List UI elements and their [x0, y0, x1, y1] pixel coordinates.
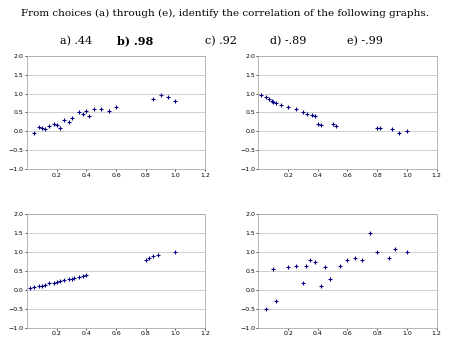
Point — [41, 282, 49, 288]
Point — [332, 123, 339, 128]
Point — [56, 278, 63, 284]
Point — [154, 252, 161, 258]
Point — [38, 283, 45, 288]
Point — [307, 257, 314, 263]
Point — [83, 108, 90, 113]
Point — [53, 122, 60, 127]
Point — [262, 306, 270, 312]
Point — [268, 98, 275, 104]
Point — [299, 110, 306, 115]
Point — [71, 275, 78, 281]
Point — [359, 257, 366, 263]
Point — [388, 127, 396, 132]
Text: a) .44: a) .44 — [60, 35, 93, 46]
Point — [38, 125, 45, 130]
Point — [31, 130, 38, 136]
Point — [65, 277, 72, 282]
Point — [270, 267, 277, 272]
Point — [329, 121, 336, 126]
Point — [68, 115, 75, 121]
Point — [35, 124, 42, 129]
Point — [56, 125, 63, 130]
Point — [403, 249, 410, 255]
Text: c) .92: c) .92 — [205, 35, 236, 46]
Point — [314, 121, 321, 126]
Point — [41, 127, 49, 132]
Point — [344, 257, 351, 263]
Point — [265, 97, 272, 102]
Point — [86, 114, 93, 119]
Point — [60, 117, 68, 123]
Point — [284, 265, 292, 270]
Point — [262, 95, 270, 100]
Text: e) -.99: e) -.99 — [346, 35, 382, 46]
Point — [377, 125, 384, 130]
Text: b) .98: b) .98 — [117, 35, 153, 47]
Point — [317, 284, 324, 289]
Point — [292, 106, 299, 112]
Point — [308, 113, 315, 118]
Point — [351, 255, 359, 261]
Point — [90, 106, 97, 112]
Point — [385, 255, 392, 261]
Point — [145, 255, 152, 261]
Point — [80, 273, 87, 279]
Point — [304, 112, 311, 117]
Point — [50, 280, 57, 285]
Point — [311, 259, 319, 264]
Point — [258, 93, 265, 98]
Point — [172, 98, 179, 104]
Point — [45, 123, 53, 128]
Point — [277, 102, 284, 107]
Point — [60, 277, 68, 283]
Point — [83, 272, 90, 277]
Point — [35, 284, 42, 289]
Point — [322, 265, 329, 270]
Point — [392, 246, 399, 251]
Point — [326, 276, 333, 282]
Point — [157, 93, 164, 98]
Point — [98, 106, 105, 112]
Point — [105, 108, 112, 113]
Point — [292, 263, 299, 268]
Point — [75, 274, 82, 280]
Point — [273, 100, 280, 106]
Point — [172, 249, 179, 254]
Point — [366, 231, 373, 236]
Point — [311, 114, 319, 119]
Point — [403, 128, 410, 133]
Point — [142, 257, 149, 263]
Point — [27, 286, 34, 291]
Point — [396, 130, 403, 136]
Point — [31, 284, 38, 290]
Point — [270, 99, 277, 104]
Point — [68, 276, 75, 282]
Text: d) -.89: d) -.89 — [270, 35, 306, 46]
Point — [149, 97, 157, 102]
Point — [299, 280, 306, 285]
Point — [302, 263, 310, 268]
Point — [374, 249, 381, 255]
Point — [65, 119, 72, 125]
Point — [374, 126, 381, 131]
Point — [317, 122, 324, 127]
Point — [80, 112, 87, 117]
Point — [273, 299, 280, 304]
Point — [112, 104, 120, 110]
Point — [164, 95, 171, 100]
Point — [50, 121, 57, 126]
Point — [45, 281, 53, 286]
Point — [337, 263, 344, 268]
Point — [53, 279, 60, 285]
Point — [284, 104, 292, 110]
Text: From choices (a) through (e), identify the correlation of the following graphs.: From choices (a) through (e), identify t… — [21, 8, 429, 18]
Point — [149, 254, 157, 259]
Point — [75, 110, 82, 115]
